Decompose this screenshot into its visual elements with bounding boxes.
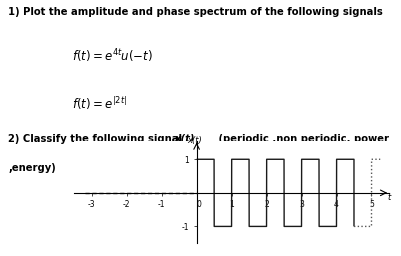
Text: x(t): x(t) xyxy=(174,134,195,144)
Text: $f(t) = e^{|2t|}$: $f(t) = e^{|2t|}$ xyxy=(72,95,127,112)
Text: (periodic ,non periodic, power: (periodic ,non periodic, power xyxy=(194,134,389,144)
Text: 1) Plot the amplitude and phase spectrum of the following signals: 1) Plot the amplitude and phase spectrum… xyxy=(8,7,383,17)
Text: ,energy): ,energy) xyxy=(8,163,56,173)
Text: $f(t) = e^{4t}u(-t)$: $f(t) = e^{4t}u(-t)$ xyxy=(72,48,153,65)
Text: 2) Classify the following signal: 2) Classify the following signal xyxy=(8,134,186,144)
Text: t: t xyxy=(388,193,391,202)
Text: x(t): x(t) xyxy=(188,136,202,145)
